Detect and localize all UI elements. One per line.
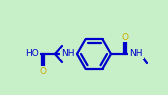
Text: O: O [39, 66, 47, 76]
Text: O: O [121, 32, 129, 42]
Text: NH: NH [129, 49, 143, 59]
Text: NH: NH [61, 49, 75, 59]
Text: HO: HO [25, 49, 39, 59]
